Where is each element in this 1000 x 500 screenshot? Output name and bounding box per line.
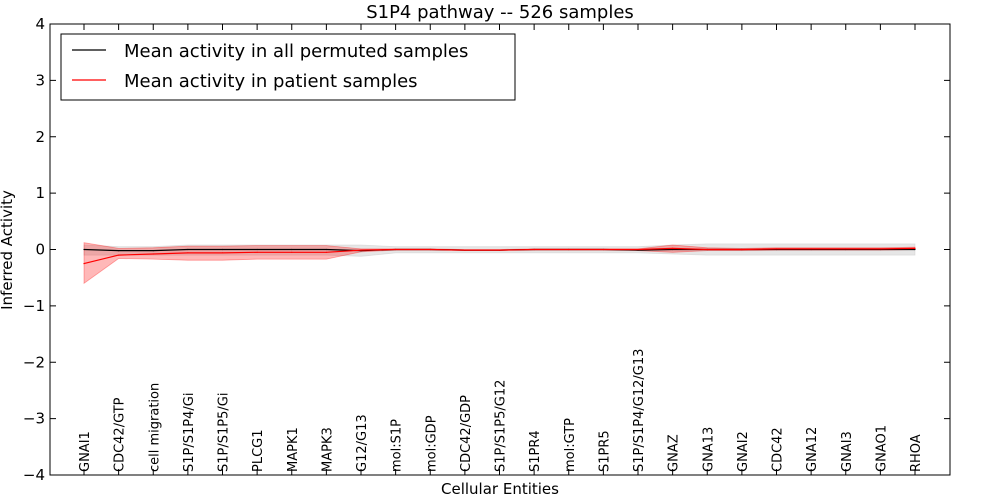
x-tick-label: GNAI2 [736, 431, 751, 472]
x-tick-label: CDC42 [771, 427, 786, 472]
data-point-permuted [325, 248, 327, 251]
legend-box [60, 33, 516, 101]
y-axis: 4 3 2 1 0 −1 −2 −3 −4 [23, 15, 950, 484]
x-tick-label: GNAI1 [78, 431, 93, 472]
data-point-permuted [118, 250, 120, 252]
x-tick-label: GNA12 [805, 427, 820, 472]
data-point-patient [395, 248, 397, 251]
data-point-permuted [152, 250, 154, 252]
x-tick-label: S1PR4 [528, 430, 543, 472]
data-point-patient [498, 249, 501, 251]
x-tick-label: cell migration [147, 383, 162, 472]
legend: Mean activity in all permuted samples Me… [60, 33, 516, 101]
x-tick-label: MAPK1 [286, 427, 301, 472]
data-point-patient [672, 247, 674, 249]
x-tick-label: CDC42/GTP [113, 397, 128, 472]
data-point-patient [637, 248, 639, 251]
data-point-patient [187, 252, 189, 254]
data-point-patient [360, 249, 362, 251]
x-tick-label: GNAI3 [840, 431, 855, 472]
data-point-patient [83, 262, 85, 265]
data-point-permuted [256, 248, 258, 251]
data-point-patient [568, 248, 570, 251]
x-tick-label: G12/G13 [355, 414, 370, 472]
legend-label-patient: Mean activity in patient samples [124, 71, 418, 92]
legend-label-permuted: Mean activity in all permuted samples [124, 41, 468, 62]
y-tick-label: 1 [35, 184, 45, 202]
data-point-permuted [291, 248, 293, 251]
y-tick-label: −1 [23, 297, 45, 315]
x-tick-label: GNA13 [701, 427, 716, 472]
y-tick-label: 0 [35, 241, 45, 259]
x-tick-label: S1PR5 [597, 430, 612, 472]
y-axis-label: Inferred Activity [0, 190, 16, 310]
x-tick-label: PLCG1 [251, 429, 266, 472]
data-point-patient [706, 248, 708, 251]
data-point-patient [914, 247, 916, 249]
data-point-permuted [83, 248, 85, 251]
x-axis: GNAI1 CDC42/GTP cell migration S1P/S1P4/Gi S… [78, 24, 924, 475]
x-tick-label: RHOA [909, 434, 924, 472]
x-tick-label: S1P/S1P4/G12/G13 [632, 349, 647, 472]
data-point-patient [602, 248, 604, 251]
y-tick-label: −3 [23, 410, 45, 428]
x-tick-label: S1P/S1P5/G12 [494, 380, 509, 472]
x-tick-label: S1P/S1P5/Gi [217, 393, 232, 472]
data-point-patient [118, 254, 120, 256]
y-tick-label: −2 [23, 353, 45, 371]
data-point-patient [533, 248, 535, 251]
x-tick-label: MAPK3 [320, 427, 335, 472]
y-tick-label: 2 [35, 128, 45, 146]
data-point-permuted [672, 248, 674, 251]
data-point-patient [221, 252, 224, 254]
data-point-patient [879, 248, 881, 250]
data-point-patient [464, 249, 466, 251]
data-point-patient [775, 248, 778, 250]
data-point-patient [291, 251, 293, 253]
x-tick-label: mol:S1P [390, 419, 405, 472]
data-point-patient [256, 251, 258, 253]
data-point-patient [810, 248, 812, 250]
data-point-permuted [221, 248, 224, 251]
chart-title: S1P4 pathway -- 526 samples [366, 2, 634, 23]
x-tick-label: GNAZ [667, 434, 682, 472]
data-point-permuted [914, 248, 916, 251]
x-axis-label: Cellular Entities [441, 480, 559, 498]
x-tick-label: S1P/S1P4/Gi [182, 393, 197, 472]
x-tick-label: mol:GDP [424, 415, 439, 472]
y-tick-label: −4 [23, 466, 45, 484]
y-tick-label: 3 [35, 71, 45, 89]
data-point-patient [325, 251, 327, 253]
data-point-permuted [187, 248, 189, 251]
y-tick-label: 4 [35, 15, 45, 33]
x-tick-label: CDC42/GDP [459, 395, 474, 472]
data-point-patient [152, 253, 154, 255]
series-lines [83, 247, 916, 265]
data-point-patient [845, 248, 847, 250]
x-tick-label: mol:GTP [563, 418, 578, 472]
data-point-patient [429, 248, 431, 251]
x-tick-label: GNAO1 [874, 425, 889, 472]
data-point-patient [741, 248, 743, 251]
